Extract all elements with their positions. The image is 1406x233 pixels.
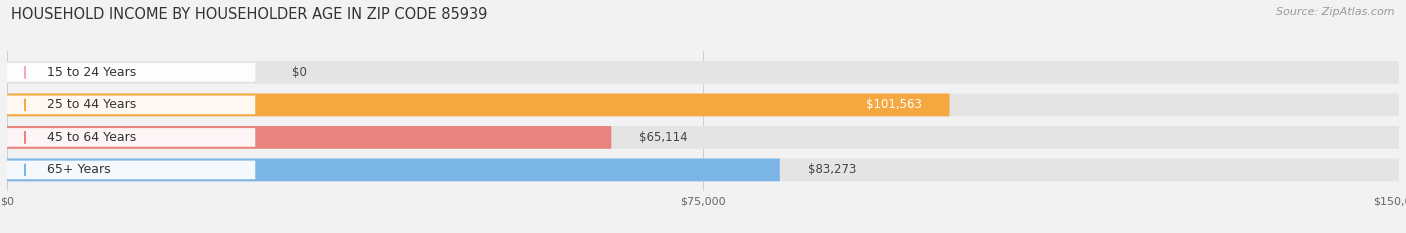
Text: 65+ Years: 65+ Years xyxy=(46,163,111,176)
Text: 15 to 24 Years: 15 to 24 Years xyxy=(46,66,136,79)
Text: 25 to 44 Years: 25 to 44 Years xyxy=(46,98,136,111)
Text: $65,114: $65,114 xyxy=(640,131,688,144)
FancyBboxPatch shape xyxy=(7,61,1399,84)
FancyBboxPatch shape xyxy=(7,126,1399,149)
FancyBboxPatch shape xyxy=(7,96,256,114)
FancyBboxPatch shape xyxy=(7,126,612,149)
FancyBboxPatch shape xyxy=(7,158,780,181)
FancyBboxPatch shape xyxy=(7,158,1399,181)
Text: HOUSEHOLD INCOME BY HOUSEHOLDER AGE IN ZIP CODE 85939: HOUSEHOLD INCOME BY HOUSEHOLDER AGE IN Z… xyxy=(11,7,488,22)
FancyBboxPatch shape xyxy=(7,128,256,147)
FancyBboxPatch shape xyxy=(7,93,1399,116)
Text: $83,273: $83,273 xyxy=(807,163,856,176)
Text: 45 to 64 Years: 45 to 64 Years xyxy=(46,131,136,144)
Text: Source: ZipAtlas.com: Source: ZipAtlas.com xyxy=(1277,7,1395,17)
FancyBboxPatch shape xyxy=(7,63,256,82)
FancyBboxPatch shape xyxy=(7,161,256,179)
Text: $101,563: $101,563 xyxy=(866,98,922,111)
Text: $0: $0 xyxy=(292,66,308,79)
FancyBboxPatch shape xyxy=(7,93,949,116)
